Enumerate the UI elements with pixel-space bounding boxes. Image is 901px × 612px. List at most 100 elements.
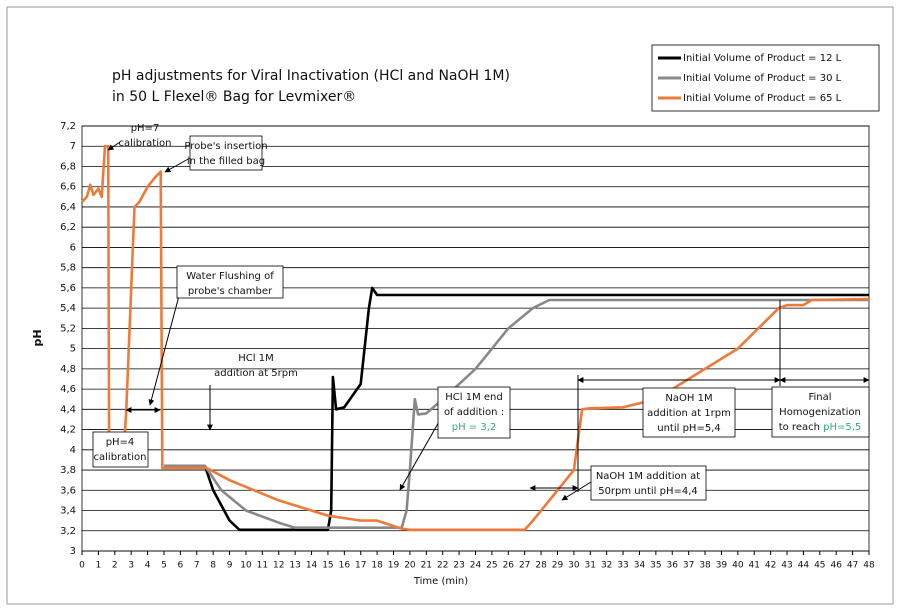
x-tick-label: 4 [145, 561, 151, 571]
series-line [164, 298, 869, 529]
annotation-box [437, 386, 511, 439]
annotation-text: pH=4 [106, 437, 135, 448]
y-tick-label: 3,6 [60, 485, 76, 496]
annotation-text: 50rpm until pH=4,4 [598, 486, 698, 497]
x-tick-label: 18 [371, 561, 383, 571]
annotation-box [590, 465, 707, 501]
y-axis-label: pH [31, 329, 44, 346]
annotation-text: to reach [779, 422, 820, 433]
annotation-box [189, 135, 263, 171]
x-tick-label: 44 [798, 561, 810, 571]
x-tick-label: 27 [519, 561, 530, 571]
annotation-text: Water Flushing of [186, 271, 274, 282]
x-tick-label: 11 [257, 561, 268, 571]
y-tick-label: 3,2 [60, 526, 76, 537]
x-tick-label: 8 [210, 561, 216, 571]
annotation-text: addition at 5rpm [214, 368, 298, 379]
y-tick-label: 6,8 [60, 161, 76, 172]
x-tick-label: 36 [667, 561, 679, 571]
y-tick-label: 5,4 [60, 303, 76, 314]
x-tick-label: 35 [650, 561, 661, 571]
x-tick-label: 14 [306, 561, 318, 571]
x-tick-label: 9 [227, 561, 233, 571]
series-line [164, 286, 869, 532]
y-tick-label: 6,6 [60, 182, 76, 193]
chart-title: in 50 L Flexel® Bag for Levmixer® [112, 89, 356, 105]
annotation-text: calibration [94, 452, 147, 463]
x-tick-label: 43 [781, 561, 792, 571]
x-tick-label: 0 [79, 561, 85, 571]
x-tick-label: 5 [161, 561, 167, 571]
annotation-text: addition at 1rpm [647, 408, 731, 419]
x-tick-label: 47 [847, 561, 858, 571]
annotation-arrow [164, 157, 191, 173]
chart-title: pH adjustments for Viral Inactivation (H… [112, 68, 510, 84]
annotation-text: NaOH 1M addition at [596, 471, 700, 482]
y-tick-label: 6,4 [60, 202, 76, 213]
x-tick-label: 37 [683, 561, 694, 571]
annotation-text: NaOH 1M [665, 393, 712, 404]
x-tick-label: 28 [535, 561, 547, 571]
x-tick-label: 30 [568, 561, 580, 571]
annotation-text: of addition : [444, 407, 504, 418]
y-tick-label: 3 [70, 546, 76, 557]
x-tick-label: 3 [128, 561, 134, 571]
x-tick-label: 10 [240, 561, 252, 571]
annotation-text: pH=7 [131, 123, 160, 134]
x-tick-label: 23 [453, 561, 464, 571]
legend-label: Initial Volume of Product = 30 L [683, 73, 842, 84]
annotation-text: calibration [119, 138, 172, 149]
annotation-text: until pH=5,4 [657, 423, 720, 434]
annotation-text: to reach pH=5,5 [779, 422, 862, 433]
x-tick-label: 25 [486, 561, 497, 571]
x-tick-label: 17 [355, 561, 366, 571]
x-tick-label: 21 [421, 561, 432, 571]
plot-frame [81, 125, 870, 552]
x-tick-label: 34 [634, 561, 646, 571]
x-tick-label: 32 [601, 561, 612, 571]
annotation-arrow [148, 291, 181, 406]
y-tick-label: 4,4 [60, 404, 76, 415]
annotation-text: Probe's insertion [184, 141, 267, 152]
annotation-arrow [107, 141, 121, 151]
x-tick-label: 6 [178, 561, 184, 571]
y-tick-label: 5,6 [60, 283, 76, 294]
x-tick-label: 29 [552, 561, 564, 571]
x-tick-label: 42 [765, 561, 776, 571]
annotation-text: in the filled bag [187, 156, 265, 167]
annotation-box [642, 387, 736, 438]
y-tick-label: 5,8 [60, 263, 76, 274]
x-tick-label: 31 [585, 561, 596, 571]
x-tick-label: 26 [503, 561, 515, 571]
y-tick-label: 4,2 [60, 425, 76, 436]
annotation-text: HCl 1M end [445, 392, 502, 403]
x-tick-label: 16 [339, 561, 351, 571]
x-tick-label: 39 [716, 561, 728, 571]
x-tick-label: 48 [863, 561, 875, 571]
x-axis-label: Time (min) [413, 576, 468, 587]
y-tick-label: 6,2 [60, 222, 76, 233]
y-tick-label: 3,8 [60, 465, 76, 476]
legend-label: Initial Volume of Product = 12 L [683, 53, 842, 64]
annotation-box [771, 386, 870, 438]
x-tick-label: 40 [732, 561, 744, 571]
frame [6, 6, 894, 605]
y-tick-label: 7,2 [60, 121, 76, 132]
x-tick-label: 1 [96, 561, 102, 571]
y-tick-label: 3,4 [60, 506, 76, 517]
x-tick-label: 41 [749, 561, 760, 571]
annotation-text: probe's chamber [188, 286, 273, 297]
annotation-highlight: pH = 3,2 [452, 422, 497, 433]
x-tick-label: 38 [699, 561, 711, 571]
x-tick-label: 13 [289, 561, 300, 571]
x-tick-label: 22 [437, 561, 448, 571]
y-tick-label: 4 [70, 445, 76, 456]
x-tick-label: 20 [404, 561, 416, 571]
series-line [81, 144, 870, 532]
x-tick-label: 46 [830, 561, 842, 571]
annotation-box [92, 431, 149, 468]
y-tick-label: 6 [70, 242, 76, 253]
annotation-text: Final [808, 392, 831, 403]
annotation-box [176, 265, 284, 299]
